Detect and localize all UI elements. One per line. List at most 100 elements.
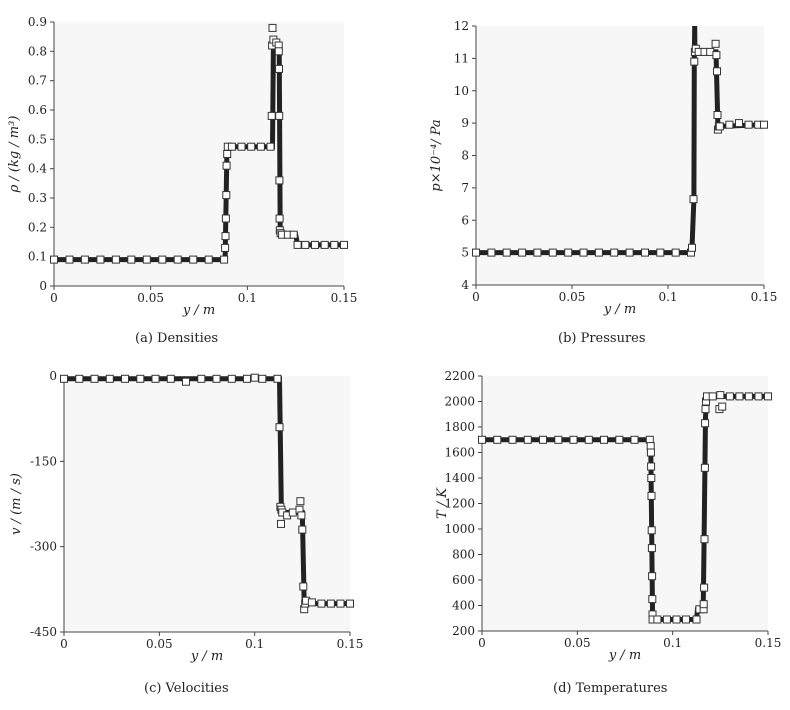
data-point bbox=[293, 240, 302, 249]
data-point bbox=[615, 435, 624, 444]
y-tick-label: 8 bbox=[461, 149, 469, 163]
data-point bbox=[221, 214, 230, 223]
data-point bbox=[564, 248, 573, 257]
x-tick-label: 0 bbox=[50, 291, 58, 305]
x-tick-label: 0.05 bbox=[564, 636, 591, 650]
data-point bbox=[647, 544, 656, 553]
x-tick-label: 0.05 bbox=[137, 291, 164, 305]
data-point bbox=[275, 214, 284, 223]
data-point bbox=[508, 435, 517, 444]
y-tick-label: 0.8 bbox=[28, 44, 47, 58]
data-point bbox=[579, 248, 588, 257]
data-point bbox=[630, 435, 639, 444]
data-point bbox=[60, 374, 68, 383]
data-point bbox=[718, 402, 727, 411]
data-point bbox=[227, 374, 236, 383]
data-point bbox=[127, 255, 136, 264]
data-point bbox=[340, 240, 348, 249]
data-point bbox=[594, 248, 603, 257]
data-point bbox=[518, 248, 527, 257]
data-point bbox=[90, 374, 99, 383]
data-point bbox=[250, 373, 259, 382]
data-point bbox=[725, 392, 734, 401]
y-axis-label: T / K bbox=[435, 487, 450, 519]
x-axis-label: y / m bbox=[608, 648, 641, 663]
data-point bbox=[330, 240, 339, 249]
data-point bbox=[237, 142, 246, 151]
y-axis-label: v / (m / s) bbox=[9, 473, 24, 535]
data-point bbox=[247, 142, 256, 151]
y-tick-label: 2200 bbox=[444, 369, 475, 383]
x-tick-label: 0.05 bbox=[146, 637, 173, 651]
data-point bbox=[760, 120, 768, 129]
data-point bbox=[266, 142, 275, 151]
y-tick-label: 0.5 bbox=[28, 132, 47, 146]
data-point bbox=[111, 255, 120, 264]
chart-b: 0 0.05 0.1 0.15 4 5 6 7 8 9 10 11 12 y / m p×10⁻⁴/ Pa bbox=[429, 19, 777, 317]
data-point bbox=[268, 23, 277, 32]
y-tick-label: 800 bbox=[452, 548, 475, 562]
x-tick-label: 0 bbox=[478, 636, 486, 650]
data-point bbox=[336, 599, 345, 608]
x-axis-label: y / m bbox=[603, 302, 636, 317]
y-tick-label: 0.1 bbox=[28, 250, 47, 264]
y-tick-label: 11 bbox=[454, 51, 469, 65]
data-point bbox=[50, 255, 58, 264]
data-point bbox=[625, 248, 634, 257]
data-point bbox=[648, 595, 657, 604]
data-point bbox=[569, 435, 578, 444]
data-point bbox=[267, 111, 276, 120]
data-point bbox=[712, 51, 721, 60]
data-point bbox=[289, 230, 298, 239]
data-point bbox=[307, 598, 316, 607]
y-tick-label: 5 bbox=[461, 246, 469, 260]
data-point bbox=[493, 435, 502, 444]
data-point bbox=[713, 111, 722, 119]
data-point bbox=[212, 374, 221, 383]
data-point bbox=[487, 248, 496, 257]
data-point bbox=[699, 600, 708, 609]
data-point bbox=[713, 67, 721, 76]
data-point bbox=[136, 374, 145, 383]
data-point bbox=[223, 150, 232, 158]
data-point bbox=[735, 119, 743, 128]
data-point bbox=[80, 255, 89, 264]
data-point bbox=[647, 462, 656, 471]
data-point bbox=[754, 392, 763, 401]
data-point bbox=[297, 511, 306, 520]
data-point bbox=[275, 111, 284, 120]
x-tick-label: 0.15 bbox=[331, 291, 358, 305]
data-point bbox=[274, 47, 283, 56]
y-tick-label: -300 bbox=[30, 540, 57, 554]
data-point bbox=[222, 161, 231, 170]
x-tick-label: 0.15 bbox=[337, 637, 364, 651]
data-point bbox=[648, 572, 657, 581]
data-point bbox=[151, 374, 160, 383]
x-tick-label: 0.1 bbox=[238, 291, 257, 305]
y-tick-label: -150 bbox=[30, 454, 57, 468]
data-point bbox=[584, 435, 593, 444]
caption-a: (a) Densities bbox=[135, 331, 219, 346]
data-point bbox=[275, 64, 283, 73]
y-tick-label: 9 bbox=[461, 116, 469, 130]
data-point bbox=[142, 255, 151, 264]
data-point bbox=[715, 122, 724, 131]
data-point bbox=[672, 615, 681, 624]
data-point bbox=[288, 508, 297, 517]
data-point bbox=[478, 435, 486, 444]
data-point bbox=[298, 525, 307, 534]
data-point bbox=[647, 491, 656, 500]
data-point bbox=[502, 248, 511, 257]
data-point bbox=[539, 435, 547, 444]
data-point bbox=[548, 248, 557, 257]
x-axis-label: y / m bbox=[190, 649, 223, 664]
data-point bbox=[222, 191, 231, 200]
y-tick-label: 6 bbox=[461, 213, 469, 227]
chart-a: 0 0.05 0.1 0.15 0 0.1 0.2 0.3 0.4 0.5 0.6 0.7 0.8 0.9… bbox=[7, 15, 357, 318]
data-point bbox=[182, 377, 190, 386]
data-point bbox=[320, 240, 329, 249]
data-point bbox=[243, 374, 251, 383]
data-point bbox=[554, 435, 563, 444]
data-point bbox=[689, 195, 698, 204]
data-point bbox=[671, 248, 680, 257]
